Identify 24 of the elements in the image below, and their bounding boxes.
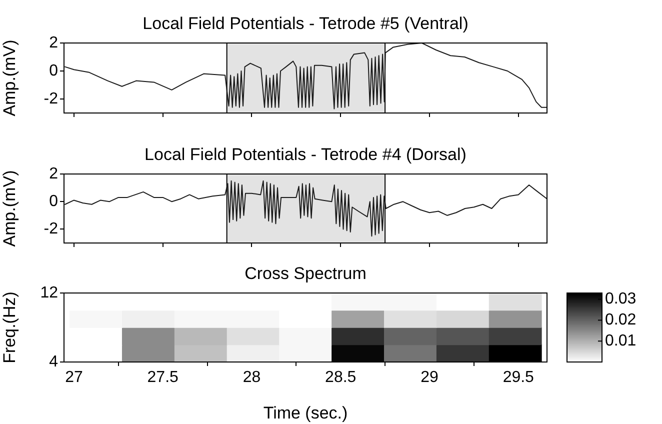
color-bar-label: 0.02: [605, 312, 636, 329]
chart-title: Local Field Potentials - Tetrode #5 (Ventral): [142, 14, 468, 33]
chart-title: Local Field Potentials - Tetrode #4 (Dorsal): [144, 145, 466, 164]
y-axis-title: Freq.(Hz): [0, 292, 19, 364]
x-tick-label: 27: [65, 369, 83, 386]
y-tick-label: 0: [49, 193, 58, 210]
x-tick-label: 27.5: [147, 369, 179, 386]
y-tick-label: -2: [44, 220, 58, 238]
y-axis-title: Amp.(mV): [0, 170, 19, 247]
x-tick-label: 28.5: [325, 369, 356, 386]
y-axis-title: Amp.(mV): [0, 40, 19, 116]
x-tick-label: 29: [420, 369, 438, 386]
color-bar-label: 0.03: [605, 290, 636, 308]
y-tick-label: 2: [49, 165, 58, 182]
color-bar-label: 0.01: [605, 332, 636, 350]
y-tick-label: -2: [44, 90, 58, 108]
y-tick-label: 2: [49, 34, 58, 52]
chart-title: Cross Spectrum: [244, 264, 366, 283]
y-tick-label: 4: [49, 353, 58, 370]
x-tick-label: 29.5: [502, 369, 534, 386]
x-axis-title: Time (sec.): [263, 403, 348, 422]
y-tick-label: 12: [40, 284, 58, 302]
y-tick-label: 0: [49, 62, 58, 80]
x-tick-label: 28: [242, 369, 261, 386]
